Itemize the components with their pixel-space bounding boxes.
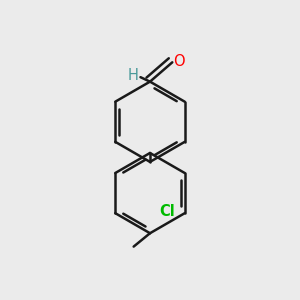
Text: O: O — [173, 54, 184, 69]
Text: Cl: Cl — [160, 204, 176, 219]
Text: H: H — [127, 68, 138, 82]
